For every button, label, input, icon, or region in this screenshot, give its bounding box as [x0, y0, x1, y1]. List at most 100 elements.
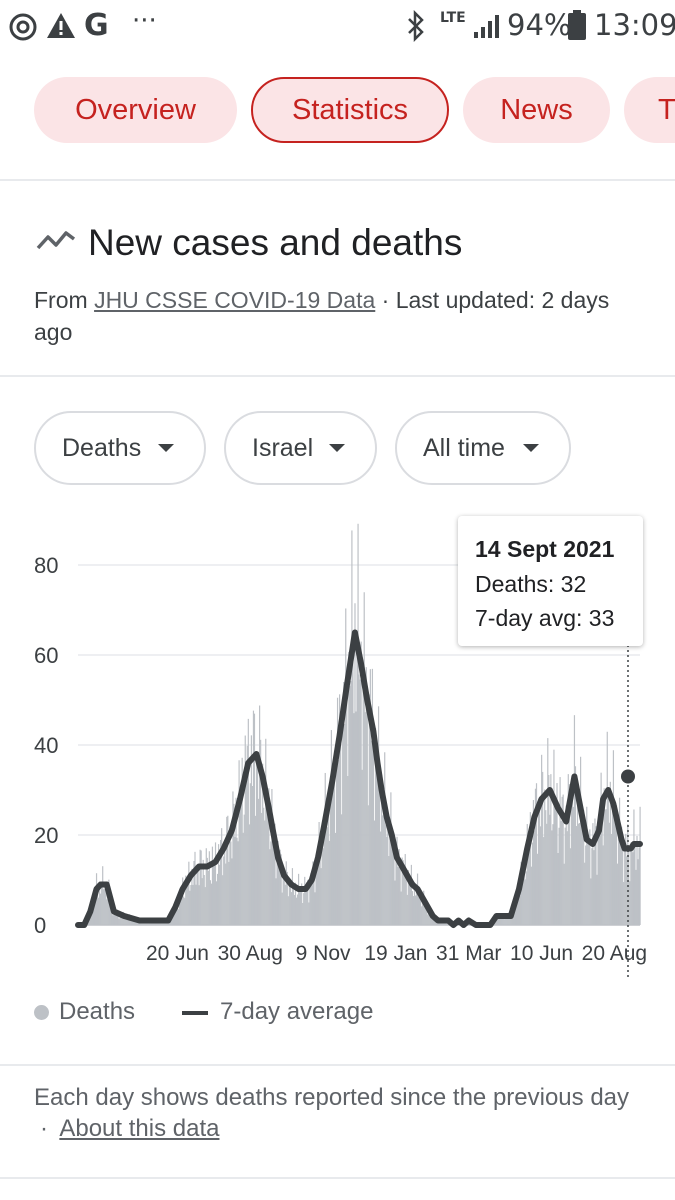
deaths-bar	[277, 840, 279, 925]
more-notifications-icon: ···	[132, 6, 157, 36]
deaths-bar	[289, 887, 291, 925]
deaths-bar	[96, 890, 99, 925]
deaths-bar	[348, 651, 350, 925]
deaths-bar	[171, 917, 174, 925]
deaths-bar	[183, 896, 185, 925]
deaths-bar	[368, 694, 370, 925]
deaths-bar	[271, 789, 273, 925]
deaths-bar	[553, 749, 555, 925]
deaths-bar	[617, 828, 620, 925]
deaths-bar	[219, 864, 221, 925]
deaths-bar	[176, 905, 179, 925]
region-dropdown-label: Israel	[252, 434, 314, 462]
deaths-bar	[341, 814, 343, 925]
metric-dropdown[interactable]: Deaths	[34, 411, 206, 485]
y-tick-label: 80	[34, 553, 58, 578]
status-bar: G ··· LTE 94% 13:09	[0, 0, 675, 52]
deaths-bar	[394, 880, 396, 925]
deaths-bar	[505, 917, 507, 925]
metric-dropdown-label: Deaths	[62, 434, 142, 462]
deaths-bar	[412, 896, 415, 925]
deaths-bar	[129, 918, 131, 925]
tab-statistics[interactable]: Statistics	[251, 77, 449, 143]
deaths-bar	[420, 893, 422, 925]
tab-overview[interactable]: Overview	[34, 77, 237, 143]
deaths-bar	[280, 854, 282, 925]
deaths-bar	[600, 772, 602, 925]
deaths-bar	[257, 798, 260, 925]
deaths-bar	[549, 814, 551, 925]
range-dropdown[interactable]: All time	[395, 411, 571, 485]
deaths-bar	[507, 917, 509, 925]
deaths-bar	[276, 862, 278, 925]
deaths-bar	[119, 912, 121, 925]
deaths-bar	[414, 895, 417, 925]
deaths-bar	[263, 807, 265, 925]
deaths-bar	[528, 832, 530, 925]
about-data-link[interactable]: About this data	[59, 1115, 220, 1142]
bluetooth-icon	[408, 10, 424, 42]
legend-line-icon	[182, 1010, 208, 1015]
deaths-bar	[100, 893, 102, 925]
deaths-bar	[290, 892, 293, 925]
deaths-bar	[588, 835, 590, 925]
tooltip-date: 14 Sept 2021	[475, 536, 615, 562]
deaths-bar	[626, 856, 628, 925]
deaths-bar	[115, 913, 117, 925]
deaths-bar	[234, 836, 236, 925]
footer-note: Each day shows deaths reported since the…	[34, 1082, 654, 1144]
deaths-bar	[369, 669, 371, 925]
deaths-bar	[322, 848, 324, 925]
dropdown-arrow-icon	[158, 444, 174, 452]
deaths-bar	[145, 922, 147, 925]
deaths-bar	[401, 857, 403, 925]
deaths-bar	[506, 914, 508, 925]
footer-separator: ·	[40, 1115, 48, 1142]
deaths-bar	[633, 809, 635, 925]
deaths-bar	[513, 911, 515, 925]
signal-icon	[474, 15, 499, 38]
region-dropdown[interactable]: Israel	[224, 411, 377, 485]
deaths-bar	[391, 847, 393, 925]
deaths-bar	[363, 592, 365, 925]
deaths-bar	[294, 882, 297, 925]
range-dropdown-label: All time	[423, 434, 505, 462]
source-link[interactable]: JHU CSSE COVID-19 Data	[94, 287, 376, 313]
chart-tooltip: 14 Sept 2021 Deaths: 32 7-day avg: 33	[458, 516, 643, 646]
deaths-bar	[109, 899, 111, 925]
deaths-bar	[408, 881, 410, 925]
deaths-bar	[345, 608, 347, 925]
tab-news[interactable]: News	[463, 77, 610, 143]
deaths-bar	[415, 884, 418, 925]
x-tick-label: 10 Jun	[510, 942, 573, 965]
deaths-bar	[245, 781, 247, 925]
deaths-bar	[175, 900, 178, 925]
deaths-bar	[362, 670, 364, 925]
deaths-bar	[632, 852, 634, 925]
deaths-bar	[365, 667, 367, 925]
deaths-bar	[305, 891, 307, 925]
deaths-bar	[583, 809, 585, 925]
deaths-bar	[580, 756, 582, 925]
deaths-bar	[265, 738, 267, 925]
dropdown-arrow-icon	[329, 444, 345, 452]
deaths-bar	[329, 802, 331, 925]
deaths-bar	[240, 797, 242, 925]
deaths-bar	[521, 868, 523, 925]
deaths-bar	[433, 920, 435, 925]
deaths-bar	[120, 913, 122, 925]
deaths-bar	[520, 861, 522, 925]
deaths-bar	[333, 750, 336, 925]
deaths-bar	[551, 830, 553, 925]
deaths-bar	[357, 523, 359, 925]
deaths-bar	[574, 766, 577, 925]
deaths-bar	[601, 797, 603, 925]
deaths-bar	[226, 816, 228, 925]
deaths-bar	[567, 774, 569, 925]
deaths-bar	[538, 797, 541, 925]
tab-truncated[interactable]: T	[624, 77, 675, 143]
deaths-bar	[398, 849, 400, 925]
deaths-bar	[346, 679, 348, 925]
deaths-bar	[114, 908, 116, 925]
deaths-bar	[358, 674, 360, 925]
